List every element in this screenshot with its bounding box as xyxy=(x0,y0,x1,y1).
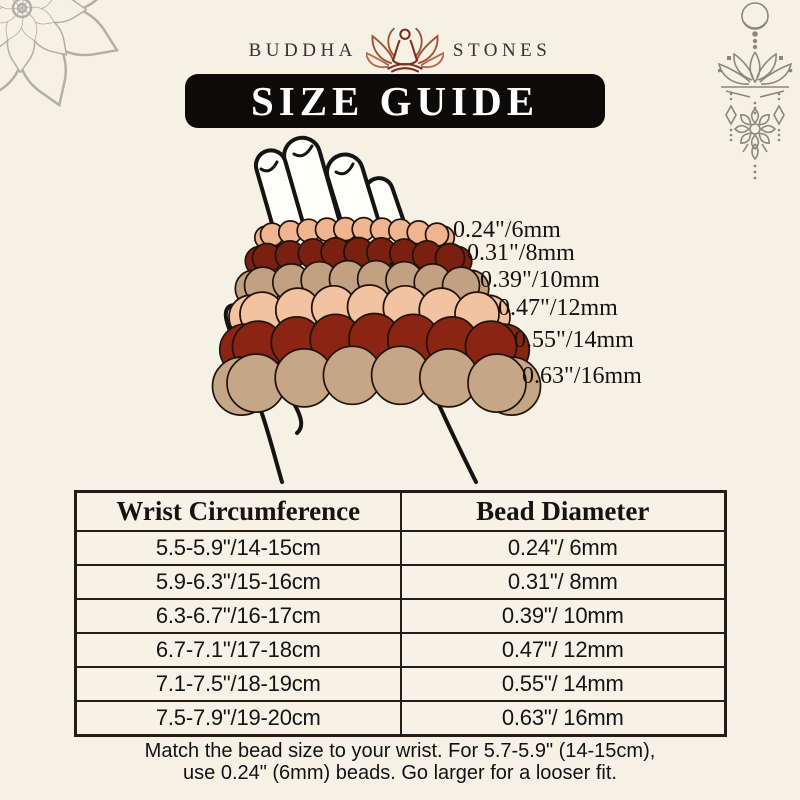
table-cell: 5.5-5.9"/14-15cm xyxy=(74,530,402,566)
bracelet-beads xyxy=(211,216,542,416)
bead-size-label: 0.24"/6mm xyxy=(453,217,561,243)
table-cell: 6.7-7.1"/17-18cm xyxy=(74,632,402,668)
bead-diameter-header: Bead Diameter xyxy=(399,490,727,532)
table-row: 7.1-7.5"/18-19cm 0.55"/ 14mm xyxy=(74,666,727,702)
table-cell: 7.5-7.9"/19-20cm xyxy=(74,700,402,737)
lotus-meditation-icon xyxy=(365,27,444,73)
table-cell: 0.55"/ 14mm xyxy=(399,666,727,702)
bead-size-label: 0.63"/16mm xyxy=(522,363,642,389)
mandala-decoration xyxy=(0,0,129,115)
table-row: 5.5-5.9"/14-15cm 0.24"/ 6mm xyxy=(74,530,727,566)
bead-size-label: 0.39"/10mm xyxy=(480,267,600,293)
bead xyxy=(467,353,527,413)
table-cell: 7.1-7.5"/18-19cm xyxy=(74,666,402,702)
table-row: 7.5-7.9"/19-20cm 0.63"/ 16mm xyxy=(74,700,727,737)
table-cell: 0.47"/ 12mm xyxy=(399,632,727,668)
table-cell: 0.24"/ 6mm xyxy=(399,530,727,566)
table-row: 6.3-6.7"/16-17cm 0.39"/ 10mm xyxy=(74,598,727,634)
brand-name-right: STONES xyxy=(452,40,552,61)
table-cell: 0.63"/ 16mm xyxy=(399,700,727,737)
bead-size-label: 0.55"/14mm xyxy=(514,327,634,353)
size-guide-banner: SIZE GUIDE xyxy=(185,74,605,128)
fit-note: Match the bead size to your wrist. For 5… xyxy=(0,740,800,784)
size-table: Wrist Circumference Bead Diameter 5.5-5.… xyxy=(74,490,727,737)
wrist-circumference-header: Wrist Circumference xyxy=(74,490,402,532)
bead-size-label: 0.31"/8mm xyxy=(467,240,575,266)
banner-title: SIZE GUIDE xyxy=(250,78,540,124)
table-cell: 0.31"/ 8mm xyxy=(399,564,727,600)
lotus-pendant-decoration xyxy=(717,2,793,180)
table-cell: 5.9-6.3"/15-16cm xyxy=(74,564,402,600)
fit-note-line2: use 0.24" (6mm) beads. Go larger for a l… xyxy=(183,762,617,784)
brand-header: BUDDHA xyxy=(0,22,800,80)
table-cell: 6.3-6.7"/16-17cm xyxy=(74,598,402,634)
table-cell: 0.39"/ 10mm xyxy=(399,598,727,634)
table-row: 5.9-6.3"/15-16cm 0.31"/ 8mm xyxy=(74,564,727,600)
size-table-header-row: Wrist Circumference Bead Diameter xyxy=(74,490,727,532)
brand-name-left: BUDDHA xyxy=(248,40,357,61)
table-row: 6.7-7.1"/17-18cm 0.47"/ 12mm xyxy=(74,632,727,668)
bead-size-label: 0.47"/12mm xyxy=(498,295,618,321)
fit-note-line1: Match the bead size to your wrist. For 5… xyxy=(144,740,656,762)
